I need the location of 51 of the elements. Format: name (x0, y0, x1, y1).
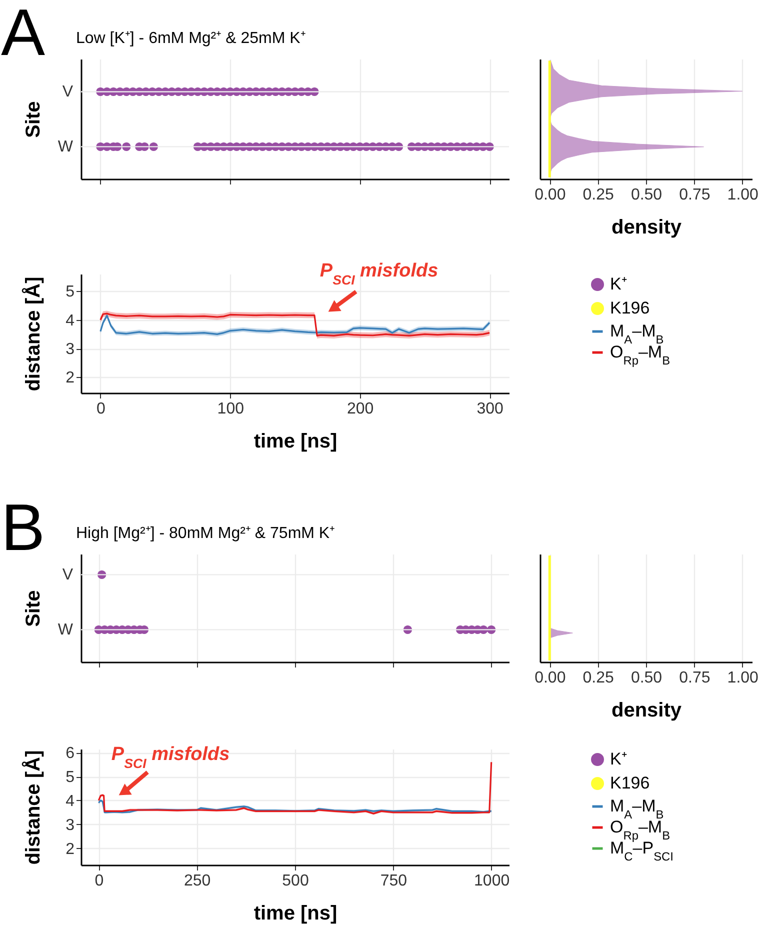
y-tick-label: 2 (66, 370, 75, 387)
text: W (58, 622, 74, 639)
x-tick-label: 0.50 (630, 186, 662, 204)
x-tick-label: 200 (346, 400, 374, 418)
x-tick-label: 0.50 (630, 670, 662, 686)
legend-label: K⁺ (610, 274, 628, 294)
y-axis-title: distance [Å] (22, 276, 44, 392)
y-axis-title: Site (22, 101, 44, 138)
x-tick-label: 100 (217, 400, 244, 418)
x-tick-label: 0 (96, 400, 106, 418)
text: V (62, 84, 74, 101)
x-axis-title: density (611, 700, 682, 722)
annotation: P$_{SCI}$ misfolds (111, 744, 230, 771)
y-tick-label: 4 (66, 792, 75, 810)
y-tick-label: 5 (66, 284, 75, 301)
x-tick-label: 0 (94, 872, 104, 890)
x-axis-title: time [ns] (254, 902, 338, 924)
x-tick-label: 250 (184, 872, 211, 890)
legend-label: M$_{A}$–M$_{B}$ (610, 796, 664, 822)
chart-title: Low [K⁺] - 6mM Mg²⁺ & 25mM K⁺ (76, 30, 306, 47)
legend-label: K196 (610, 298, 650, 318)
x-tick-label: 1000 (474, 872, 510, 890)
y-tick-label: 2 (66, 840, 75, 858)
text: A (0, 0, 46, 69)
y-tick-label: 5 (66, 769, 75, 786)
y-axis-title: Site (22, 590, 44, 627)
legend-label: K196 (610, 774, 650, 792)
text: W (58, 138, 74, 156)
text: V (62, 566, 74, 584)
x-tick-label: 0.00 (534, 670, 566, 686)
x-tick-label: 0.25 (582, 670, 614, 686)
x-tick-label: 0.75 (679, 186, 710, 204)
x-tick-label: 0.25 (582, 186, 614, 204)
x-axis-title: time [ns] (254, 430, 338, 452)
y-tick-label: 3 (66, 341, 75, 358)
text: B (0, 490, 46, 564)
x-axis-title: density (611, 216, 682, 238)
x-tick-label: 0.00 (534, 186, 566, 204)
x-tick-label: 750 (380, 872, 408, 890)
y-tick-label: 3 (66, 816, 75, 834)
chart-title: High [Mg²⁺] - 80mM Mg²⁺ & 75mM K⁺ (76, 525, 335, 542)
x-tick-label: 0.75 (679, 670, 710, 686)
y-tick-label: 4 (66, 312, 75, 330)
x-tick-label: 500 (282, 872, 309, 890)
x-tick-label: 300 (476, 400, 504, 418)
legend-label: K⁺ (610, 750, 628, 768)
y-axis-title: distance [Å] (22, 750, 44, 865)
x-tick-label: 1.00 (727, 186, 759, 204)
x-tick-label: 1.00 (727, 670, 759, 686)
y-tick-label: 6 (66, 745, 75, 762)
annotation: P$_{SCI}$ misfolds (320, 260, 438, 288)
